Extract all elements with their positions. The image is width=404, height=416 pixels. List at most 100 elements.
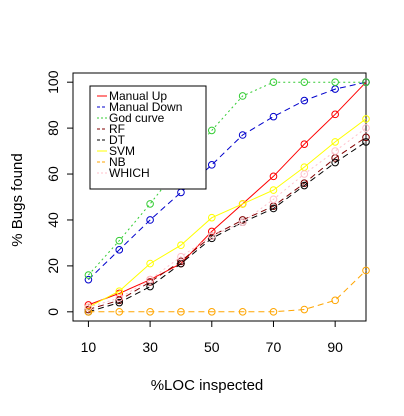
data-point	[146, 308, 154, 316]
x-tick-label: 50	[204, 339, 220, 355]
y-tick-label: 0	[45, 308, 61, 316]
series-line	[88, 136, 367, 310]
series-line	[88, 81, 367, 306]
data-point	[146, 259, 154, 268]
data-point	[331, 296, 339, 305]
data-point	[177, 188, 185, 197]
data-point	[177, 241, 185, 250]
x-axis-title: %LOC inspected	[151, 377, 264, 394]
data-point	[269, 172, 278, 181]
data-point	[207, 161, 216, 169]
data-point	[115, 308, 124, 316]
x-tick-label: 30	[142, 339, 158, 355]
data-point	[362, 115, 370, 123]
legend-label: God curve	[109, 111, 165, 125]
data-point	[300, 170, 309, 178]
data-point	[207, 234, 216, 243]
x-tick-label: 70	[266, 339, 282, 355]
legend-box	[89, 85, 207, 190]
data-point	[84, 308, 93, 316]
data-point	[146, 200, 154, 208]
series-svm	[84, 115, 370, 312]
data-point	[84, 275, 93, 284]
data-point	[177, 252, 185, 261]
data-point	[146, 275, 154, 284]
legend-label: Manual Up	[109, 89, 167, 103]
data-point	[146, 282, 154, 291]
data-point	[238, 131, 247, 139]
legend-label: WHICH	[109, 166, 150, 180]
data-point	[115, 298, 124, 307]
data-point	[362, 266, 370, 275]
data-point	[146, 216, 154, 224]
data-point	[269, 195, 278, 204]
data-point	[115, 236, 124, 245]
data-point	[269, 308, 278, 316]
data-point	[300, 179, 309, 188]
data-point	[84, 271, 93, 279]
data-point	[238, 308, 247, 316]
data-point	[300, 181, 309, 190]
series-line	[88, 141, 367, 313]
data-point	[300, 140, 309, 148]
series-line	[88, 81, 366, 276]
data-point	[362, 124, 370, 132]
legend-label: RF	[109, 122, 125, 136]
series-layer	[84, 78, 370, 316]
data-point	[362, 133, 370, 142]
plot-frame	[72, 72, 367, 322]
data-point	[177, 257, 185, 266]
data-point	[115, 294, 124, 302]
data-point	[300, 96, 309, 105]
data-point	[238, 92, 247, 100]
data-point	[269, 112, 278, 121]
data-point	[362, 78, 370, 86]
x-tick-label: 90	[327, 339, 343, 355]
data-point	[207, 126, 216, 135]
x-tick-label: 10	[81, 339, 97, 355]
data-point	[207, 308, 216, 316]
legend-label: DT	[109, 133, 126, 147]
series-line	[88, 118, 367, 308]
data-point	[269, 186, 278, 194]
data-point	[331, 110, 339, 119]
y-tick-label: 40	[45, 212, 61, 228]
series-nb	[84, 266, 370, 316]
legend-label: Manual Down	[109, 100, 182, 114]
legend-label: NB	[109, 155, 126, 169]
data-point	[331, 138, 339, 146]
data-point	[331, 78, 339, 86]
legend-label: SVM	[109, 144, 135, 158]
y-tick-label: 80	[45, 120, 61, 136]
series-god-curve	[84, 78, 370, 279]
data-point	[115, 246, 124, 254]
y-tick-label: 60	[45, 166, 61, 182]
series-line	[88, 127, 367, 308]
data-point	[331, 147, 339, 155]
y-tick-label: 20	[45, 258, 61, 274]
series-which	[84, 124, 370, 312]
y-tick-label: 100	[45, 70, 61, 94]
data-point	[300, 78, 309, 86]
data-point	[269, 78, 278, 86]
axes: 10 30 50 70 90 0 20 40 60 80 100	[45, 70, 343, 355]
data-point	[146, 278, 154, 286]
series-line	[88, 270, 367, 313]
series-line	[88, 81, 367, 281]
data-point	[238, 200, 247, 208]
data-point	[207, 213, 216, 222]
data-point	[238, 218, 247, 227]
data-point	[84, 303, 93, 312]
y-axis-title: % Bugs found	[9, 153, 26, 246]
data-point	[269, 204, 278, 213]
data-point	[331, 158, 339, 167]
series-manual-down	[84, 78, 370, 284]
data-point	[300, 305, 309, 314]
data-point	[207, 232, 216, 240]
data-point	[177, 308, 185, 316]
data-point	[115, 296, 124, 305]
data-point	[84, 305, 93, 314]
data-point	[362, 138, 370, 146]
